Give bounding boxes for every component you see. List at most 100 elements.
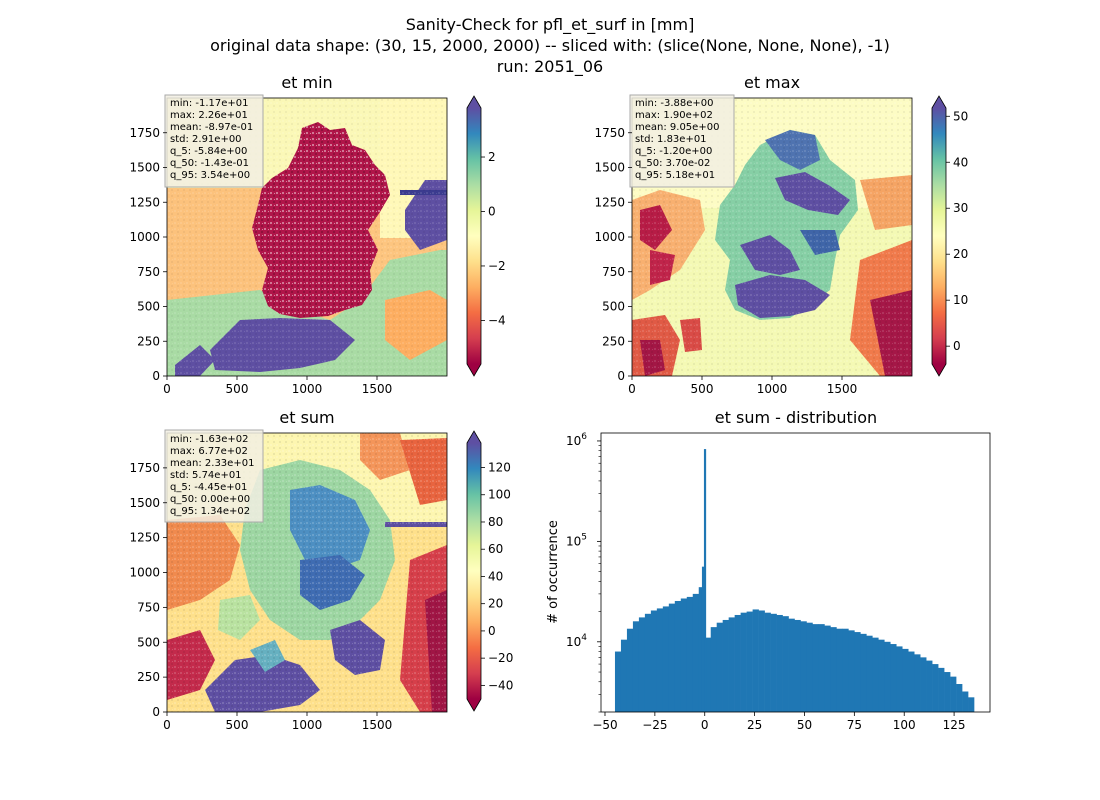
- y-tick-label: 500: [602, 300, 625, 314]
- panel-title: et sum: [279, 408, 334, 427]
- histogram-bar: [854, 632, 861, 712]
- histogram-bar: [872, 637, 879, 712]
- x-tick-label: 1000: [757, 382, 788, 396]
- stat-q50: q_50: -1.43e-01: [170, 158, 249, 169]
- histogram-bar: [686, 596, 694, 712]
- stat-std: std: 1.83e+01: [635, 134, 707, 145]
- stat-q5: q_5: -4.45e+01: [170, 482, 247, 493]
- stat-min: min: -1.63e+02: [170, 434, 249, 445]
- histogram-bar: [746, 611, 753, 712]
- histogram-bar: [962, 691, 969, 712]
- y-axis-label: # of occurrence: [546, 520, 561, 624]
- histogram-bar: [674, 600, 682, 712]
- histogram-bar: [764, 612, 771, 712]
- y-tick-label: 1500: [594, 161, 625, 175]
- stats-box-text: min: -1.17e+01 max: 2.26e+01 mean: -8.97…: [170, 98, 253, 181]
- histogram-bar: [818, 624, 825, 712]
- x-tick-label: 25: [747, 718, 762, 732]
- x-tick-label: 500: [691, 382, 714, 396]
- colorbar-tick-label: −4: [488, 313, 506, 327]
- colorbar-tick-label: 40: [488, 569, 503, 583]
- stat-q5: q_5: -1.20e+00: [635, 146, 712, 157]
- colorbar-outline: [466, 430, 482, 712]
- panel-title: et sum - distribution: [715, 408, 877, 427]
- x-tick-label: 0: [628, 382, 636, 396]
- stat-q95: q_95: 1.34e+02: [170, 506, 250, 517]
- histogram-bar: [692, 593, 700, 712]
- x-tick-label: −50: [592, 718, 617, 732]
- x-axis-ticks: 0 500 1000 1500: [628, 376, 857, 396]
- histogram-bar: [698, 587, 706, 712]
- colorbar-tick-label: 80: [488, 515, 503, 529]
- colorbar: 120 100 80 60 40 20 0 −20 −40: [466, 430, 513, 712]
- histogram-bar: [794, 619, 801, 712]
- stat-mean: mean: 2.33e+01: [170, 458, 254, 469]
- histogram-bars: [614, 449, 975, 712]
- histogram-spike: [703, 449, 707, 712]
- histogram-bar: [956, 684, 963, 712]
- y-tick-label: 1750: [129, 461, 160, 475]
- stat-min: min: -1.17e+01: [170, 98, 249, 109]
- histogram-bar: [800, 621, 807, 712]
- y-tick-label: 750: [137, 600, 160, 614]
- histogram-bar: [830, 627, 837, 712]
- y-tick-label: 250: [137, 334, 160, 348]
- histogram-bar: [932, 664, 939, 712]
- histogram-bar: [680, 598, 688, 712]
- stat-q5: q_5: -5.84e+00: [170, 146, 247, 157]
- histogram-bar: [848, 630, 855, 712]
- colorbar-tick-label: 0: [953, 339, 961, 353]
- stat-q95: q_95: 3.54e+00: [170, 170, 250, 181]
- histogram-bar: [902, 648, 909, 712]
- colorbar-tick-label: 0: [488, 624, 496, 638]
- x-tick-label: 1500: [362, 382, 393, 396]
- stat-q95: q_95: 5.18e+01: [635, 170, 715, 181]
- histogram-bar: [782, 616, 789, 712]
- y-tick-label: 0: [152, 369, 160, 383]
- stat-max: max: 1.90e+02: [635, 110, 713, 121]
- y-tick-label: 1500: [129, 161, 160, 175]
- colorbar-tick-label: −40: [488, 678, 513, 692]
- stat-max: max: 6.77e+02: [170, 446, 248, 457]
- colorbar-extend-min: [467, 699, 481, 711]
- histogram-bar: [656, 608, 664, 712]
- histogram-bar: [614, 651, 622, 712]
- stat-mean: mean: 9.05e+00: [635, 122, 719, 133]
- y-tick-label: 1500: [129, 496, 160, 510]
- histogram-bar: [770, 613, 777, 712]
- panel-title: et max: [744, 73, 800, 92]
- histogram-bar: [842, 628, 849, 712]
- histogram-bar: [704, 637, 712, 712]
- colorbar-tick-label: 60: [488, 542, 503, 556]
- histogram-bar: [662, 606, 670, 712]
- histogram-bar: [668, 603, 676, 712]
- histogram-bar: [908, 651, 915, 712]
- colorbar-tick-label: 10: [953, 293, 968, 307]
- colorbar-tick-label: 2: [488, 150, 496, 164]
- colorbar: 2 0 −2 −4: [466, 95, 506, 377]
- histogram-bar: [806, 622, 813, 712]
- histogram-spike: [701, 566, 705, 712]
- histogram-bar: [950, 676, 957, 712]
- panel-et-sum: et sum min: -1.63e+02 max: 6.77e+02 me: [129, 408, 513, 732]
- x-tick-label: −25: [642, 718, 667, 732]
- x-axis-ticks: −50 −25 0 25 50 75 100 125: [592, 712, 966, 732]
- histogram-bar: [776, 614, 783, 712]
- y-tick-label: 750: [137, 265, 160, 279]
- histogram-bar: [884, 641, 891, 712]
- x-tick-label: 100: [893, 718, 916, 732]
- x-tick-label: 0: [701, 718, 709, 732]
- colorbar-tick-label: 40: [953, 155, 968, 169]
- y-tick-label: 500: [137, 635, 160, 649]
- histogram-bar: [926, 660, 933, 712]
- colorbar-extend-max: [932, 96, 946, 108]
- histogram-bar: [740, 612, 747, 712]
- stat-std: std: 5.74e+01: [170, 470, 242, 481]
- colorbar-tick-label: −20: [488, 651, 513, 665]
- x-tick-label: 1000: [292, 382, 323, 396]
- panel-et-min: et min min: -1.17e+01 max: 2.26e+01 mean…: [129, 73, 505, 396]
- stat-mean: mean: -8.97e-01: [170, 122, 253, 133]
- y-axis-ticks: 0 250 500 750 1000 1250 1500 1750: [129, 126, 167, 383]
- figure-title-line-1: Sanity-Check for pfl_et_surf in [mm]: [406, 15, 695, 35]
